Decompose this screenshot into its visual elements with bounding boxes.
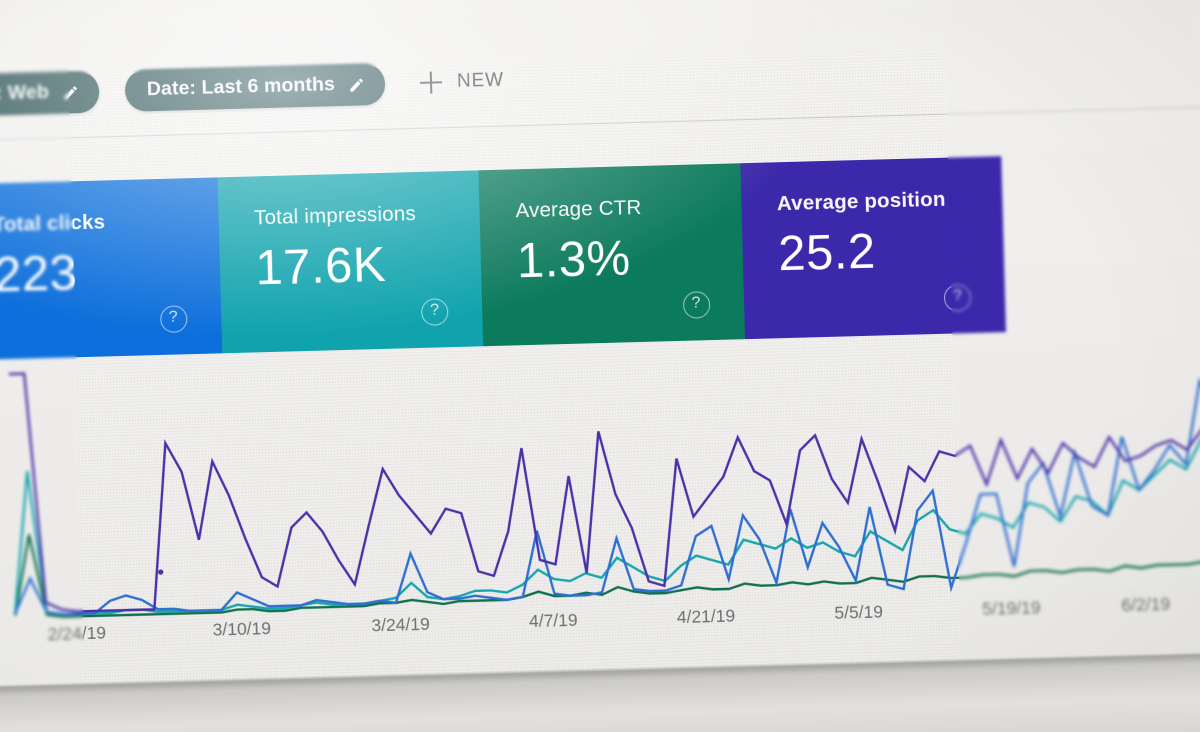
pencil-icon[interactable] <box>62 84 79 101</box>
x-axis-tick-label: 3/24/19 <box>371 613 431 636</box>
metric-card-total-clicks[interactable]: Total clicks 223 ? <box>0 177 222 361</box>
chart-isolated-data-point <box>158 569 164 575</box>
x-axis-tick-label: 4/7/19 <box>528 609 578 632</box>
pencil-icon[interactable] <box>348 76 365 93</box>
monitor-screen: type: Web Date: Last 6 months <box>0 0 1200 716</box>
filter-chip-label: type: Web <box>0 81 50 106</box>
metric-card-value: 1.3% <box>516 231 632 289</box>
add-new-filter-label: NEW <box>456 69 505 92</box>
metric-card-value: 25.2 <box>777 224 877 282</box>
filter-chip-date[interactable]: Date: Last 6 months <box>124 62 386 112</box>
metric-card-title: Total impressions <box>253 202 417 230</box>
metric-card-value: 223 <box>0 246 79 303</box>
metric-card-title: Average position <box>776 187 946 216</box>
search-console-performance-page: type: Web Date: Last 6 months <box>0 0 1200 716</box>
x-axis-tick-label: 5/19/19 <box>981 597 1041 619</box>
metric-card-average-position[interactable]: Average position 25.2 ? <box>739 156 1006 340</box>
plus-icon <box>419 70 444 95</box>
x-axis-tick-label: 4/21/19 <box>676 605 736 628</box>
metric-card-title: Total clicks <box>0 210 106 237</box>
metric-card-title: Average CTR <box>515 195 642 223</box>
metric-card-average-ctr[interactable]: Average CTR 1.3% ? <box>478 163 745 347</box>
filter-chip-label: Date: Last 6 months <box>146 73 336 101</box>
metric-card-value: 17.6K <box>254 237 387 296</box>
help-icon[interactable]: ? <box>159 305 188 333</box>
help-icon[interactable]: ? <box>682 291 710 319</box>
chart-plot <box>9 338 1200 621</box>
metric-card-total-impressions[interactable]: Total impressions 17.6K ? <box>217 170 484 354</box>
help-icon[interactable]: ? <box>420 298 449 326</box>
x-axis-tick-label: 6/2/19 <box>1121 593 1171 616</box>
performance-chart[interactable]: 2/24/19 3/10/19 3/24/19 4/7/19 4/21/19 5/5/19… <box>0 329 1200 664</box>
metric-cards-row: Total clicks 223 ? Total impressions 17.… <box>0 156 1006 361</box>
add-new-filter-button[interactable]: NEW <box>419 69 505 95</box>
x-axis-tick-label: 5/5/19 <box>834 601 884 623</box>
filter-chip-search-type[interactable]: type: Web <box>0 70 100 119</box>
help-icon[interactable]: ? <box>943 284 972 312</box>
x-axis-tick-label: 2/24/19 <box>47 622 107 645</box>
x-axis-tick-label: 3/10/19 <box>212 618 272 640</box>
